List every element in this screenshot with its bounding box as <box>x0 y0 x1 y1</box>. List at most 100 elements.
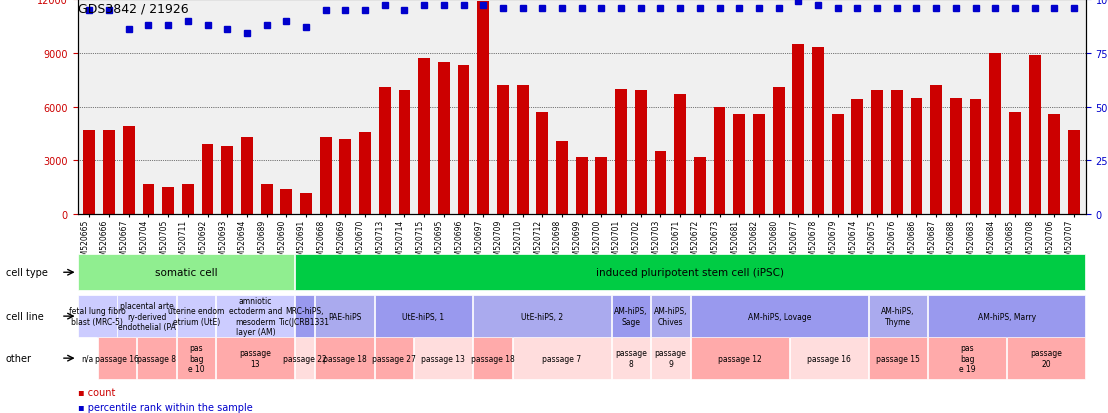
Text: UtE-hiPS, 1: UtE-hiPS, 1 <box>402 312 444 321</box>
Text: GDS3842 / 21926: GDS3842 / 21926 <box>78 2 188 15</box>
FancyBboxPatch shape <box>78 337 96 379</box>
Text: passage 16: passage 16 <box>95 354 138 363</box>
Bar <box>202 145 214 215</box>
Bar <box>379 88 391 215</box>
FancyBboxPatch shape <box>315 337 373 379</box>
Bar <box>359 133 371 215</box>
Bar <box>792 45 804 215</box>
Text: passage
20: passage 20 <box>1030 349 1063 368</box>
Text: AM-hiPS,
Sage: AM-hiPS, Sage <box>614 307 648 326</box>
Text: passage 8: passage 8 <box>137 354 176 363</box>
Bar <box>753 114 765 215</box>
Bar <box>615 90 627 215</box>
Bar <box>143 184 154 215</box>
Bar <box>399 91 410 215</box>
Bar <box>516 86 529 215</box>
FancyBboxPatch shape <box>473 337 512 379</box>
Bar <box>1048 114 1060 215</box>
Bar <box>970 100 982 215</box>
Bar <box>851 100 863 215</box>
Bar <box>222 147 233 215</box>
FancyBboxPatch shape <box>216 295 295 338</box>
FancyBboxPatch shape <box>414 337 472 379</box>
FancyBboxPatch shape <box>1007 337 1085 379</box>
FancyBboxPatch shape <box>78 295 116 338</box>
FancyBboxPatch shape <box>315 295 373 338</box>
FancyBboxPatch shape <box>296 255 1085 290</box>
Text: UtE-hiPS, 2: UtE-hiPS, 2 <box>521 312 563 321</box>
Text: other: other <box>6 353 31 363</box>
Bar <box>832 114 843 215</box>
Bar <box>733 114 746 215</box>
FancyBboxPatch shape <box>117 295 176 338</box>
Text: PAE-hiPS: PAE-hiPS <box>328 312 361 321</box>
Text: cell line: cell line <box>6 311 43 321</box>
Bar <box>576 157 587 215</box>
Bar <box>931 86 942 215</box>
FancyBboxPatch shape <box>296 295 315 338</box>
FancyBboxPatch shape <box>375 295 472 338</box>
Bar <box>812 48 824 215</box>
Bar <box>950 98 962 215</box>
Bar <box>497 86 509 215</box>
Bar <box>320 138 331 215</box>
Text: passage 27: passage 27 <box>372 354 416 363</box>
Text: AM-hiPS,
Thyme: AM-hiPS, Thyme <box>881 307 915 326</box>
Bar <box>1068 131 1080 215</box>
Text: passage 22: passage 22 <box>283 354 327 363</box>
Bar <box>772 88 784 215</box>
Bar <box>1009 113 1020 215</box>
Text: passage 15: passage 15 <box>876 354 920 363</box>
Bar <box>655 152 666 215</box>
FancyBboxPatch shape <box>869 337 927 379</box>
Text: passage 12: passage 12 <box>718 354 761 363</box>
Text: uterine endom
etrium (UtE): uterine endom etrium (UtE) <box>168 307 224 326</box>
Text: passage
13: passage 13 <box>239 349 271 368</box>
Bar <box>438 63 450 215</box>
FancyBboxPatch shape <box>790 337 868 379</box>
Bar <box>694 157 706 215</box>
FancyBboxPatch shape <box>98 337 136 379</box>
FancyBboxPatch shape <box>652 295 690 338</box>
Bar <box>162 188 174 215</box>
Bar <box>458 66 470 215</box>
Text: pas
bag
e 19: pas bag e 19 <box>958 344 975 373</box>
Bar <box>418 59 430 215</box>
FancyBboxPatch shape <box>869 295 927 338</box>
Text: ▪ percentile rank within the sample: ▪ percentile rank within the sample <box>78 402 253 412</box>
FancyBboxPatch shape <box>929 295 1085 338</box>
Bar <box>242 138 253 215</box>
Bar <box>911 98 922 215</box>
FancyBboxPatch shape <box>690 295 868 338</box>
FancyBboxPatch shape <box>177 295 215 338</box>
Bar <box>714 107 726 215</box>
Text: ▪ count: ▪ count <box>78 387 115 397</box>
Text: passage 18: passage 18 <box>471 354 514 363</box>
Bar <box>339 140 351 215</box>
Text: induced pluripotent stem cell (iPSC): induced pluripotent stem cell (iPSC) <box>596 268 784 278</box>
Bar <box>595 157 607 215</box>
Text: passage 16: passage 16 <box>807 354 851 363</box>
Bar <box>260 184 273 215</box>
Text: placental arte
ry-derived
endothelial (PA: placental arte ry-derived endothelial (P… <box>117 301 176 331</box>
Bar <box>871 91 883 215</box>
Bar <box>891 91 903 215</box>
Bar <box>1028 55 1040 215</box>
Text: pas
bag
e 10: pas bag e 10 <box>188 344 205 373</box>
Bar <box>556 141 568 215</box>
FancyBboxPatch shape <box>652 337 690 379</box>
Text: n/a: n/a <box>81 354 93 363</box>
Bar <box>478 2 489 215</box>
Text: passage 18: passage 18 <box>322 354 367 363</box>
FancyBboxPatch shape <box>216 337 295 379</box>
Text: cell type: cell type <box>6 268 48 278</box>
Text: amniotic
ectoderm and
mesoderm
layer (AM): amniotic ectoderm and mesoderm layer (AM… <box>229 296 283 337</box>
Text: somatic cell: somatic cell <box>155 268 217 278</box>
Bar <box>635 91 647 215</box>
Text: AM-hiPS,
Chives: AM-hiPS, Chives <box>654 307 687 326</box>
FancyBboxPatch shape <box>690 337 789 379</box>
Text: MRC-hiPS,
Tic(JCRB1331: MRC-hiPS, Tic(JCRB1331 <box>279 307 330 326</box>
FancyBboxPatch shape <box>929 337 1006 379</box>
Text: AM-hiPS, Lovage: AM-hiPS, Lovage <box>748 312 811 321</box>
Bar <box>675 95 686 215</box>
